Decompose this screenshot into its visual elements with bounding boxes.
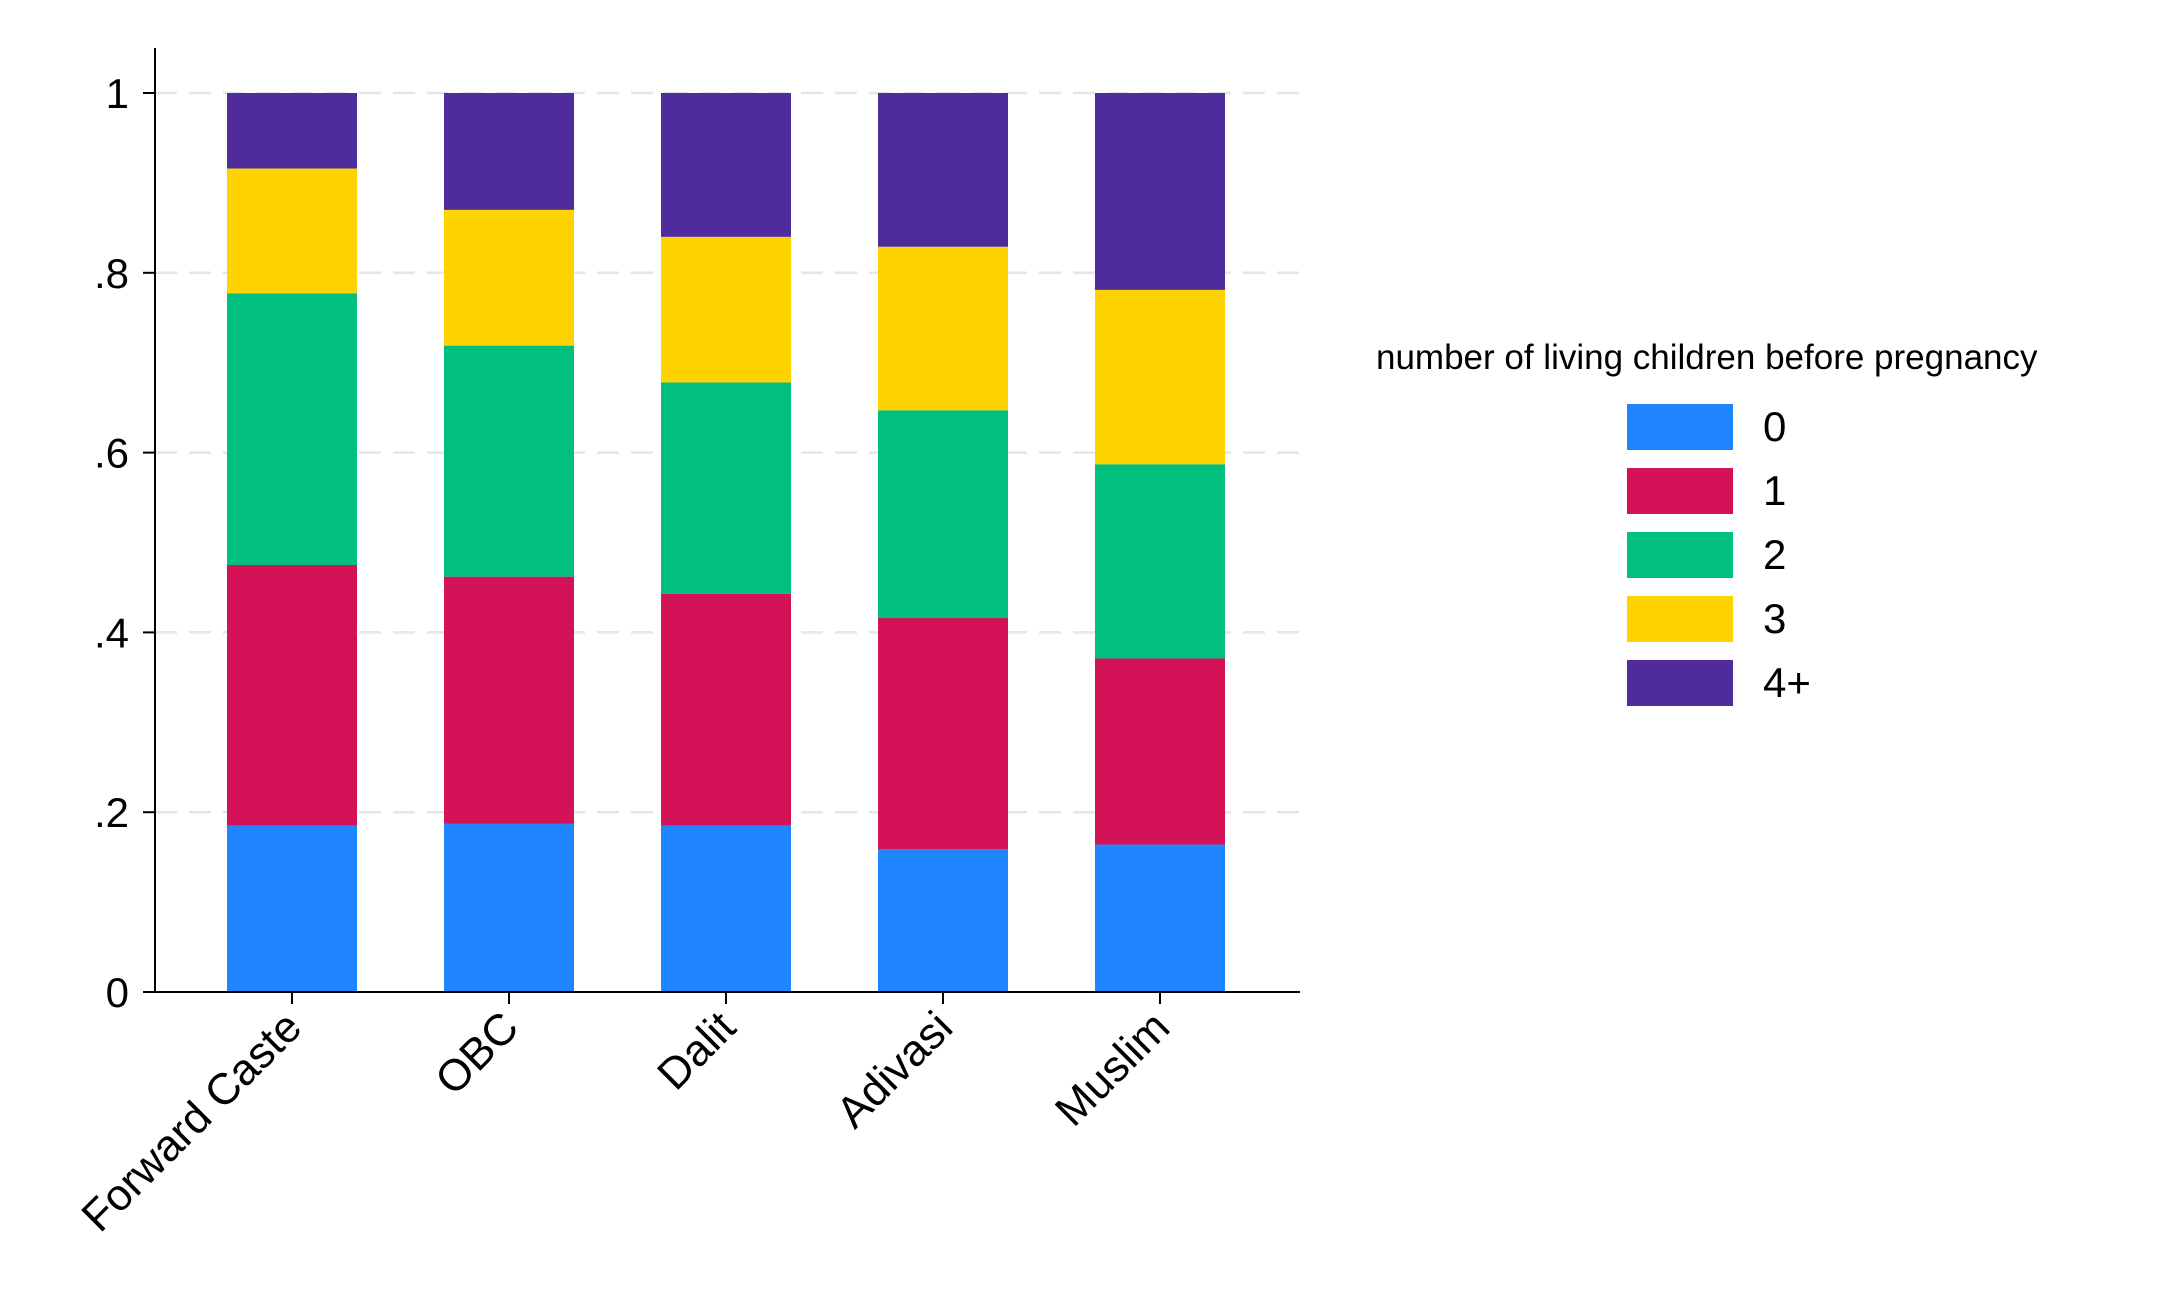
bar-segment [444,576,574,824]
x-category-label: Adivasi [827,1002,962,1137]
legend-label: 0 [1763,403,1787,450]
bar-segment [444,93,574,210]
bar-segment [661,825,791,992]
y-axis-ticks: 0 .2 .4 .6 .8 1 [94,70,155,1016]
bar-segment [1095,658,1225,845]
bar-segment [661,382,791,594]
legend-label: 2 [1763,531,1787,578]
y-tick-label: .6 [94,430,129,477]
legend-swatch [1627,660,1733,706]
x-category-label: Muslim [1046,1002,1179,1135]
x-category-label: OBC [426,1002,528,1104]
axes [154,48,1300,1004]
legend-swatch [1627,532,1733,578]
bar-segment [878,849,1008,992]
x-axis-category-labels: Forward Caste OBC Dalit Adivasi Muslim [72,1002,1179,1241]
bar-segment [1095,464,1225,659]
x-category-label: Dalit [648,1002,745,1099]
legend-title: number of living children before pregnan… [1376,338,2038,377]
legend-label: 3 [1763,595,1787,642]
legend-label: 4+ [1763,659,1811,706]
legend-items: 0 1 2 3 4+ [1376,403,2106,724]
bar-segment [444,823,574,992]
bar-segment [444,209,574,346]
bar-segment [1095,844,1225,992]
legend-label: 1 [1763,467,1787,514]
bar-segment [227,168,357,294]
y-tick-label: 0 [106,969,129,1016]
bar-segment [661,93,791,237]
bar-segment [878,93,1008,247]
legend-swatch [1627,596,1733,642]
y-tick-label: .4 [94,609,129,656]
bar-segment [227,564,357,826]
bar-segment [878,410,1008,619]
bar-segment [444,345,574,577]
legend-item: 4+ [1627,659,2106,724]
bars [227,93,1225,992]
legend-swatch [1627,468,1733,514]
legend-item: 0 [1627,403,2106,468]
bar-segment [1095,93,1225,290]
legend-item: 3 [1627,595,2106,660]
legend: number of living children before pregnan… [1376,338,2106,724]
legend-swatch [1627,404,1733,450]
bar-segment [227,825,357,992]
legend-item: 1 [1627,467,2106,532]
legend-item: 2 [1627,531,2106,596]
y-tick-label: 1 [106,70,129,117]
bar-segment [227,93,357,169]
y-tick-label: .8 [94,250,129,297]
bar-segment [878,618,1008,850]
x-category-label: Forward Caste [72,1002,311,1241]
bar-segment [878,246,1008,411]
bar-segment [661,236,791,383]
bar-segment [227,293,357,565]
y-tick-label: .2 [94,789,129,836]
bar-segment [661,593,791,826]
stacked-bar-chart: 0 .2 .4 .6 .8 1 Forward Caste OBC Dalit Adivasi M… [72,48,1300,1241]
bar-segment [1095,289,1225,465]
